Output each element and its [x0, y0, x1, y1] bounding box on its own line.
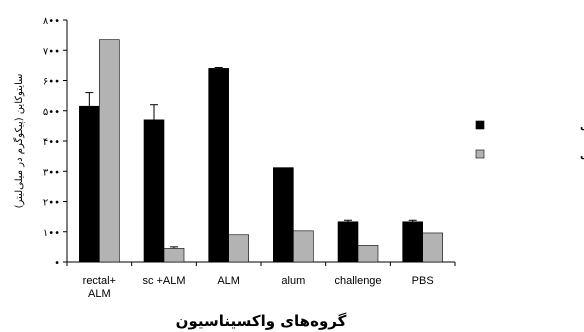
legend-label: بعد از آلوده‌سازی [580, 148, 584, 161]
y-tick-label: • [54, 258, 60, 269]
bar-after [99, 39, 120, 263]
legend: قبل از آلوده‌سازی بعد از آلوده‌سازی [475, 119, 584, 161]
x-category-label: rectal+ [83, 275, 116, 287]
bar-after [163, 248, 185, 263]
y-tick-label: ۴•• [43, 137, 60, 148]
x-category-label: sc +ALM [142, 275, 185, 287]
bars [79, 39, 443, 263]
bar-after [357, 245, 379, 263]
x-category-label: alum [281, 275, 305, 287]
y-tick-label: ۷•• [43, 46, 60, 57]
error-bars [85, 66, 417, 249]
x-axis-label: گروه‌های واکسیناسیون [176, 312, 347, 330]
y-axis-label: سایتوکاین (پیکوگرم در میلی‌لیتر) [13, 74, 25, 209]
legend-swatch [475, 120, 485, 130]
bar-before [143, 119, 165, 263]
x-category-label: ALM [217, 275, 240, 287]
y-tick-label: ۳•• [43, 167, 60, 178]
y-tick-label: ۶•• [43, 77, 60, 88]
x-category-label: PBS [412, 275, 434, 287]
x-category-label: challenge [334, 275, 381, 287]
legend-label: قبل از آلوده‌سازی [580, 119, 584, 132]
bar-after [422, 232, 443, 263]
y-tick-label: ۱•• [43, 228, 60, 239]
bar-after [293, 230, 314, 263]
y-tick-label: ۵•• [43, 107, 60, 118]
y-ticks: • ۱•• ۲•• ۳•• ۴•• ۵•• ۶•• ۷•• ۸•• [43, 16, 67, 269]
bar-before [402, 221, 423, 263]
y-tick-label: ۲•• [43, 198, 60, 209]
x-category-label: ALM [88, 288, 111, 300]
bar-before [337, 221, 359, 263]
bar-before [208, 68, 229, 263]
legend-swatch [475, 149, 485, 159]
bar-after [228, 234, 249, 263]
bar-before [79, 105, 100, 263]
y-tick-label: ۸•• [43, 16, 60, 27]
bar-before [273, 167, 294, 263]
